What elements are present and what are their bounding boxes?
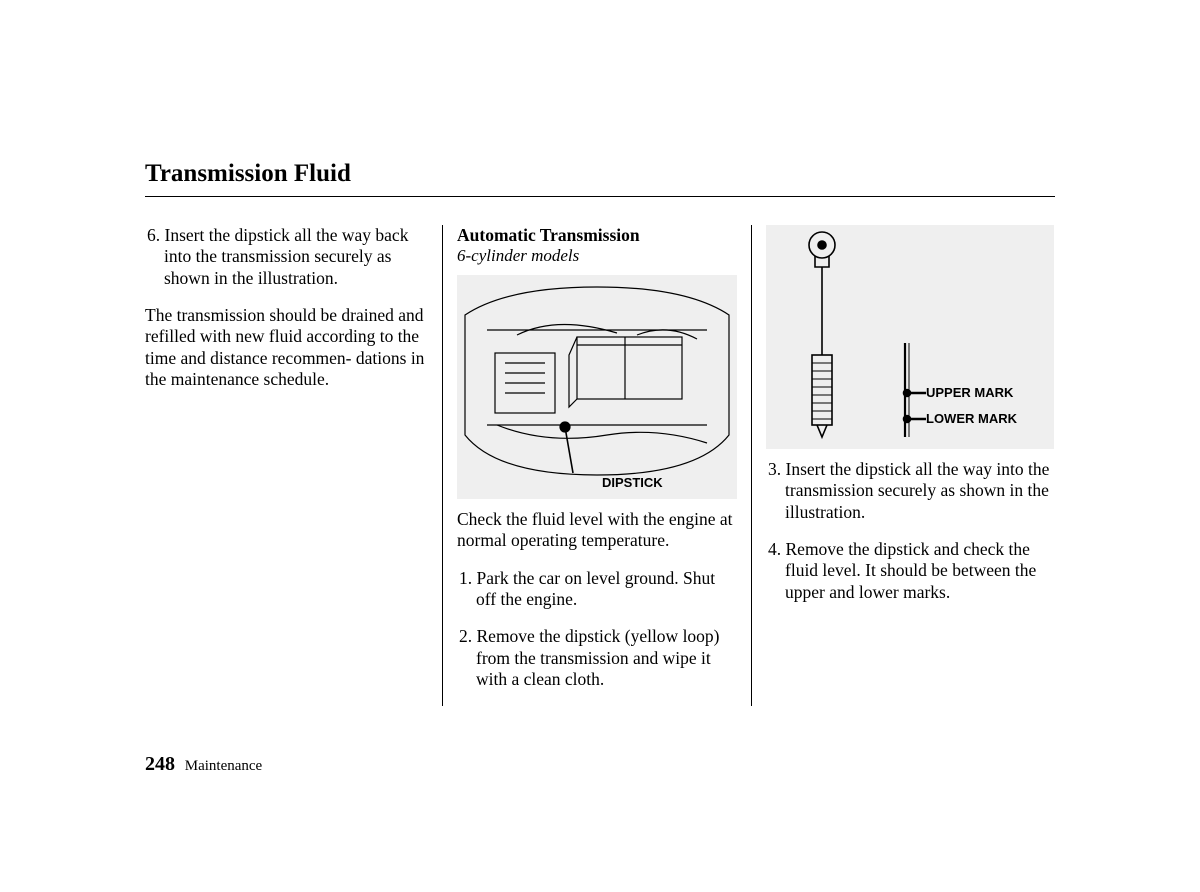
- subheading-model: 6-cylinder models: [457, 246, 737, 267]
- step-1: 1. Park the car on level ground. Shut of…: [457, 568, 737, 611]
- figure-engine-bay: DIPSTICK: [457, 275, 737, 499]
- step-3: 3. Insert the dipstick all the way into …: [766, 459, 1054, 523]
- figure-label-lower-mark: LOWER MARK: [926, 411, 1017, 427]
- step-4: 4. Remove the dipstick and check the flu…: [766, 539, 1054, 603]
- page-number: 248: [145, 753, 175, 775]
- subheading-automatic-transmission: Automatic Transmission: [457, 225, 737, 246]
- figure-label-upper-mark: UPPER MARK: [926, 385, 1013, 401]
- col1-paragraph: The transmission should be drained and r…: [145, 305, 428, 390]
- figure-dipstick-marks: UPPER MARK LOWER MARK: [766, 225, 1054, 449]
- col2-intro: Check the fluid level with the engine at…: [457, 509, 737, 552]
- step-6: 6. Insert the dipstick all the way back …: [145, 225, 428, 289]
- column-2: Automatic Transmission 6-cylinder models: [442, 225, 751, 706]
- page-content: Transmission Fluid 6. Insert the dipstic…: [0, 0, 1200, 706]
- figure-label-dipstick: DIPSTICK: [602, 475, 663, 491]
- section-name: Maintenance: [185, 758, 262, 774]
- step-2: 2. Remove the dipstick (yellow loop) fro…: [457, 626, 737, 690]
- column-3: UPPER MARK LOWER MARK 3. Insert the dips…: [751, 225, 1054, 706]
- engine-bay-illustration: [457, 275, 737, 499]
- column-1: 6. Insert the dipstick all the way back …: [145, 225, 442, 706]
- title-rule: [145, 196, 1055, 197]
- columns: 6. Insert the dipstick all the way back …: [145, 225, 1055, 706]
- page-footer: 248 Maintenance: [145, 753, 262, 776]
- page-title: Transmission Fluid: [145, 160, 1055, 188]
